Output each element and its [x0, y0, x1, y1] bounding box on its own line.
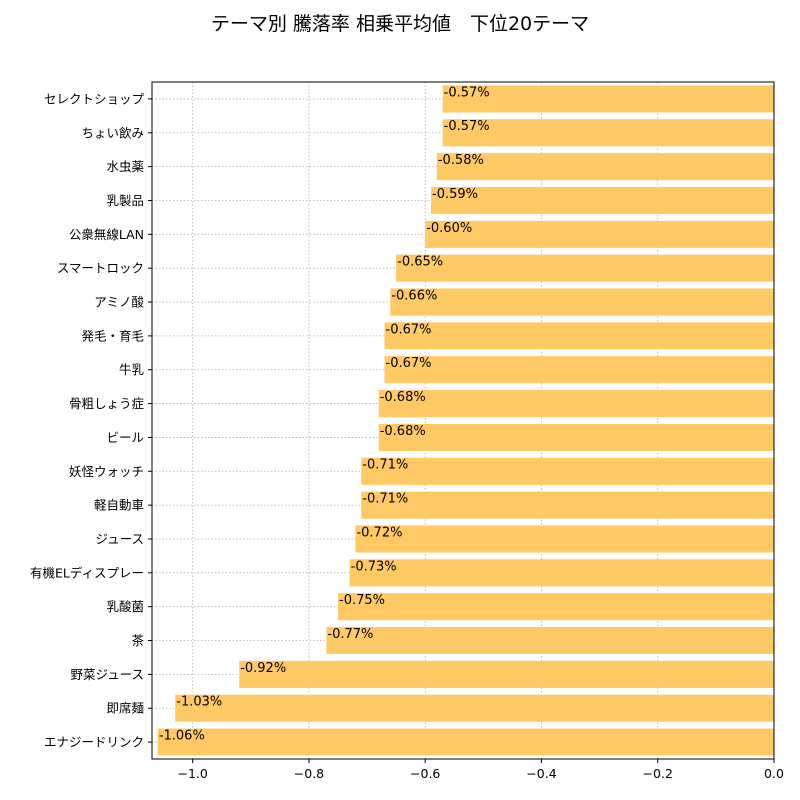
data-label: -0.71%: [362, 492, 408, 507]
bar: [378, 390, 774, 418]
plot-frame: [151, 81, 775, 760]
y-tick-label: 即席麺: [106, 701, 144, 716]
bar: [384, 322, 774, 350]
data-label: -0.66%: [391, 288, 437, 303]
chart-title: テーマ別 騰落率 相乗平均値 下位20テーマ: [211, 13, 589, 35]
bar: [338, 593, 774, 621]
data-label: -0.72%: [356, 525, 402, 540]
bar: [384, 356, 774, 384]
bar: [431, 186, 774, 215]
data-label: -0.71%: [362, 458, 408, 473]
y-tick-label: アミノ酸: [94, 295, 144, 310]
data-label: -0.92%: [240, 661, 286, 676]
data-label: -0.77%: [327, 627, 373, 642]
data-label: -0.68%: [380, 390, 426, 405]
y-tick-label: 乳酸菌: [106, 599, 144, 614]
y-tick-label: 茶: [131, 633, 144, 648]
data-label: -0.57%: [444, 85, 490, 100]
data-label: -0.73%: [351, 559, 397, 574]
y-tick-label: 水虫薬: [106, 159, 144, 174]
data-label: -0.59%: [432, 187, 478, 202]
y-tick-label: ちょい飲み: [81, 125, 144, 140]
data-label: -1.06%: [159, 729, 205, 744]
bar: [361, 491, 774, 519]
bar: [175, 694, 775, 722]
y-tick-label: ビール: [106, 430, 144, 445]
y-tick-label: セレクトショップ: [44, 91, 145, 106]
x-tick-label: −0.4: [526, 766, 556, 781]
bar: [355, 525, 774, 553]
data-label: -0.75%: [339, 593, 385, 608]
bar: [378, 423, 774, 451]
bars: -0.57% -0.57% -0.58% -0.59% -0.60% -0.65% -0.6…: [157, 85, 775, 756]
x-tick-label: −0.6: [410, 766, 440, 781]
bar: [436, 153, 774, 181]
data-label: -0.65%: [397, 255, 443, 270]
x-tick-label: 0.0: [764, 766, 784, 781]
y-tick-label: スマートロック: [57, 261, 144, 276]
y-tick-label: ジュース: [95, 531, 144, 546]
bar: [157, 728, 774, 756]
y-tick-label: 有機ELディスプレー: [30, 565, 144, 580]
x-tick-label: −1.0: [178, 766, 208, 781]
y-tick-label: 公衆無線LAN: [69, 227, 144, 242]
x-tick-label: −0.2: [643, 766, 673, 781]
bar: [442, 85, 774, 113]
y-tick-label: 軽自動車: [94, 498, 144, 513]
y-tick-label: エナジードリンク: [44, 735, 144, 750]
data-label: -0.57%: [444, 119, 490, 134]
y-tick-label: 妖怪ウォッチ: [69, 464, 144, 479]
bar: [349, 559, 774, 587]
x-axis-ticks: −1.0 −0.8 −0.6 −0.4 −0.2 0.0: [178, 759, 784, 781]
bar: [396, 254, 774, 282]
bar: [390, 288, 774, 316]
bar: [425, 220, 774, 248]
data-label: -0.67%: [386, 356, 432, 371]
y-tick-label: 発毛・育毛: [81, 328, 144, 343]
data-label: -0.60%: [426, 221, 472, 236]
bar: [326, 626, 774, 655]
grid: [152, 82, 775, 759]
bar: [239, 660, 774, 688]
x-tick-label: −0.8: [294, 766, 324, 781]
y-tick-label: 牛乳: [119, 362, 144, 377]
bar: [361, 457, 774, 485]
bar: [442, 119, 774, 147]
data-label: -0.67%: [386, 322, 432, 337]
y-tick-label: 骨粗しょう症: [69, 396, 144, 411]
y-tick-label: 野菜ジュース: [70, 667, 144, 682]
y-tick-label: 乳製品: [106, 193, 144, 208]
data-label: -1.03%: [176, 695, 222, 710]
data-label: -0.58%: [438, 153, 484, 168]
data-label: -0.68%: [380, 424, 426, 439]
